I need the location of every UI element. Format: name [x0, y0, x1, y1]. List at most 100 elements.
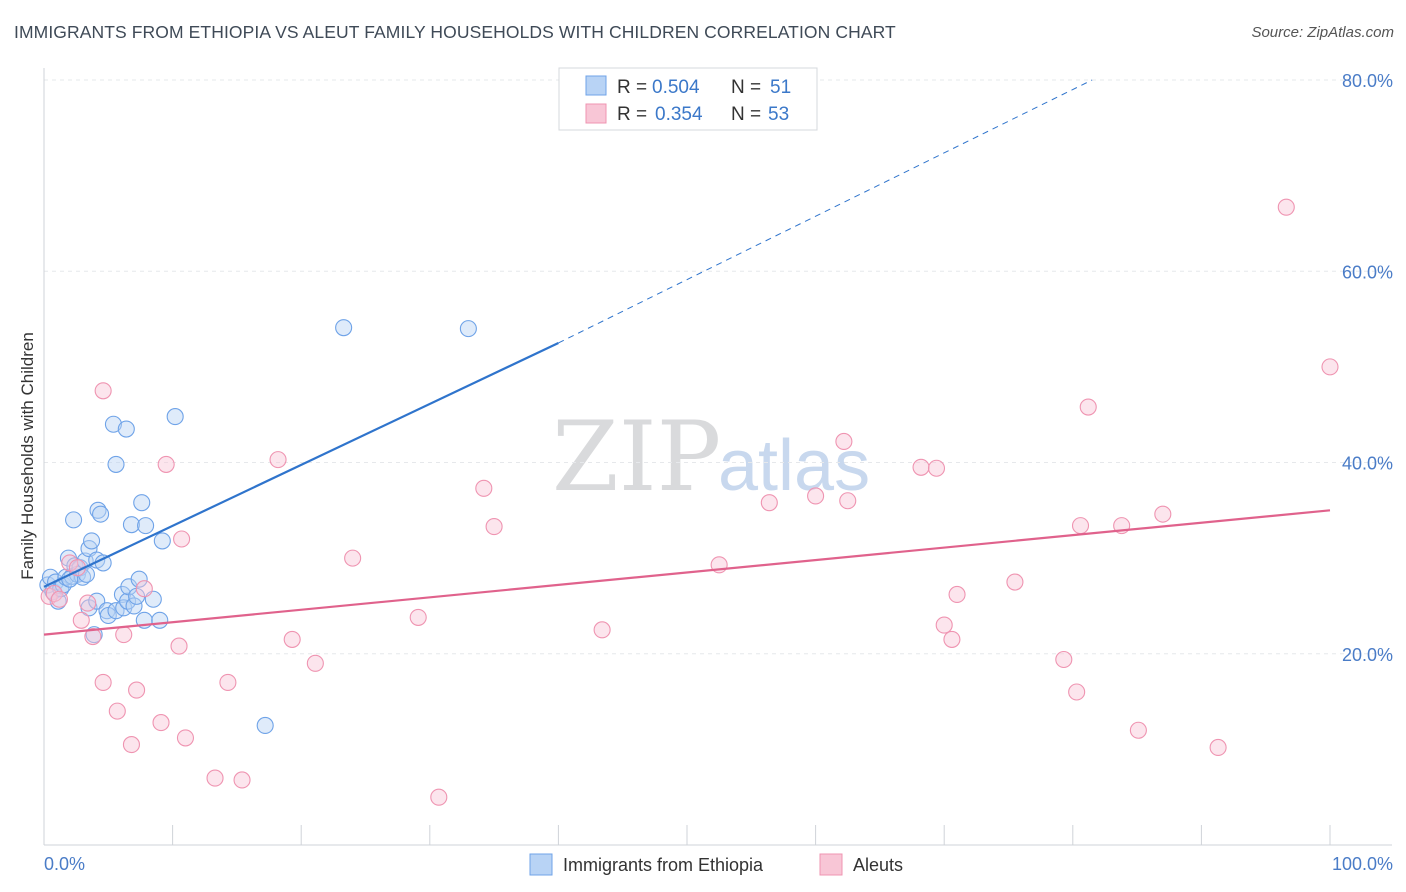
ethiopia-point — [122, 516, 140, 534]
ethiopia-point — [130, 570, 148, 588]
aleuts-point — [1079, 398, 1097, 416]
stats-r-value-aleuts: 0.354 — [655, 104, 703, 125]
ethiopia-point — [92, 505, 110, 523]
aleuts-point — [935, 616, 953, 634]
stats-r-value-ethiopia: 0.504 — [652, 77, 700, 98]
ethiopia-point — [83, 532, 101, 550]
aleuts-point — [1071, 517, 1090, 535]
aleuts-point — [807, 487, 825, 505]
stats-n-label-aleuts: N = — [731, 104, 761, 125]
watermark: ZIP atlas — [552, 401, 870, 513]
aleuts-point — [72, 611, 90, 629]
aleuts-point — [912, 458, 930, 476]
aleuts-point — [94, 673, 112, 691]
aleuts-point — [430, 788, 448, 806]
aleuts-point — [948, 585, 966, 604]
aleuts-trend-line — [43, 509, 1331, 636]
aleuts-point — [835, 432, 853, 451]
aleuts-point — [170, 637, 188, 655]
stats-swatch-aleuts — [585, 103, 607, 124]
watermark-zip: ZIP — [552, 401, 721, 513]
y-tick-label-40: 40.0% — [1342, 454, 1393, 474]
aleuts-point — [269, 451, 287, 469]
legend: Immigrants from Ethiopia Aleuts — [529, 853, 903, 876]
stats-n-value-ethiopia: 51 — [770, 77, 791, 98]
aleuts-point — [927, 459, 946, 477]
y-tick-label-20: 20.0% — [1342, 645, 1393, 665]
ethiopia-point — [335, 319, 353, 337]
ethiopia-point — [166, 408, 184, 426]
y-axis-label: Family Households with Children — [18, 332, 37, 580]
stats-n-label-ethiopia: N = — [731, 77, 761, 98]
x-tick-label-max: 100.0% — [1332, 854, 1393, 874]
ethiopia-point — [107, 455, 125, 473]
aleuts-point — [485, 518, 503, 536]
ethiopia-point — [117, 420, 135, 438]
legend-label-aleuts: Aleuts — [853, 855, 903, 875]
aleuts-point — [40, 587, 58, 605]
aleuts-point — [176, 729, 195, 747]
y-tick-label-80: 80.0% — [1342, 71, 1393, 91]
aleuts-point — [84, 627, 102, 646]
stats-n-value-aleuts: 53 — [768, 104, 789, 125]
aleuts-point — [1006, 573, 1024, 591]
aleuts-point — [1055, 650, 1073, 669]
aleuts-point — [94, 382, 112, 400]
ethiopia-point — [104, 415, 122, 433]
aleuts-point — [1129, 721, 1147, 739]
legend-swatch-ethiopia — [529, 853, 553, 876]
ethiopia-trend-line — [43, 341, 559, 588]
aleuts-point — [344, 549, 362, 567]
aleuts-point — [306, 654, 324, 672]
aleuts-point — [135, 580, 153, 598]
x-tick-label-min: 0.0% — [44, 854, 85, 874]
aleuts-point — [152, 714, 170, 732]
aleuts-point — [839, 492, 857, 510]
series-aleuts-points — [40, 198, 1339, 806]
aleuts-point — [1068, 683, 1086, 701]
aleuts-point — [593, 621, 611, 639]
aleuts-point — [943, 630, 961, 648]
trend-lines — [43, 79, 1331, 636]
aleuts-point — [219, 673, 237, 691]
aleuts-point — [173, 530, 191, 548]
legend-label-ethiopia: Immigrants from Ethiopia — [563, 855, 764, 875]
stats-r-label-ethiopia: R = — [617, 77, 647, 98]
ethiopia-point — [153, 532, 171, 550]
aleuts-point — [79, 594, 97, 612]
aleuts-point — [122, 736, 140, 754]
stats-box: R = 0.504 N = 51 R = 0.354 N = 53 — [558, 67, 818, 131]
aleuts-point — [1277, 198, 1295, 216]
source-credit: Source: ZipAtlas.com — [1251, 24, 1394, 41]
aleuts-point — [115, 626, 133, 644]
aleuts-point — [283, 630, 301, 648]
aleuts-point — [475, 479, 493, 497]
aleuts-point — [157, 455, 175, 473]
x-axis-ticks — [172, 825, 1331, 845]
aleuts-point — [1321, 358, 1339, 376]
aleuts-point — [108, 702, 126, 720]
aleuts-point — [1209, 738, 1227, 757]
aleuts-point — [409, 608, 427, 626]
chart-title: IMMIGRANTS FROM ETHIOPIA VS ALEUT FAMILY… — [14, 22, 896, 42]
aleuts-point — [50, 590, 68, 608]
watermark-atlas: atlas — [718, 426, 870, 506]
aleuts-point — [1154, 505, 1172, 523]
ethiopia-point — [459, 320, 477, 338]
series-ethiopia-points — [39, 319, 477, 735]
aleuts-point — [233, 771, 251, 789]
ethiopia-point — [133, 494, 151, 512]
aleuts-point — [760, 494, 778, 512]
ethiopia-point — [125, 597, 143, 615]
y-tick-label-60: 60.0% — [1342, 262, 1393, 282]
stats-r-label-aleuts: R = — [617, 104, 647, 125]
y-axis-tick-labels: 20.0% 40.0% 60.0% 80.0% — [1342, 71, 1393, 665]
aleuts-point — [128, 681, 146, 699]
ethiopia-point — [137, 517, 155, 535]
stats-swatch-ethiopia — [585, 75, 607, 96]
legend-swatch-aleuts — [819, 853, 843, 876]
ethiopia-point — [256, 716, 274, 735]
aleuts-point — [206, 769, 224, 787]
ethiopia-point — [151, 611, 169, 629]
